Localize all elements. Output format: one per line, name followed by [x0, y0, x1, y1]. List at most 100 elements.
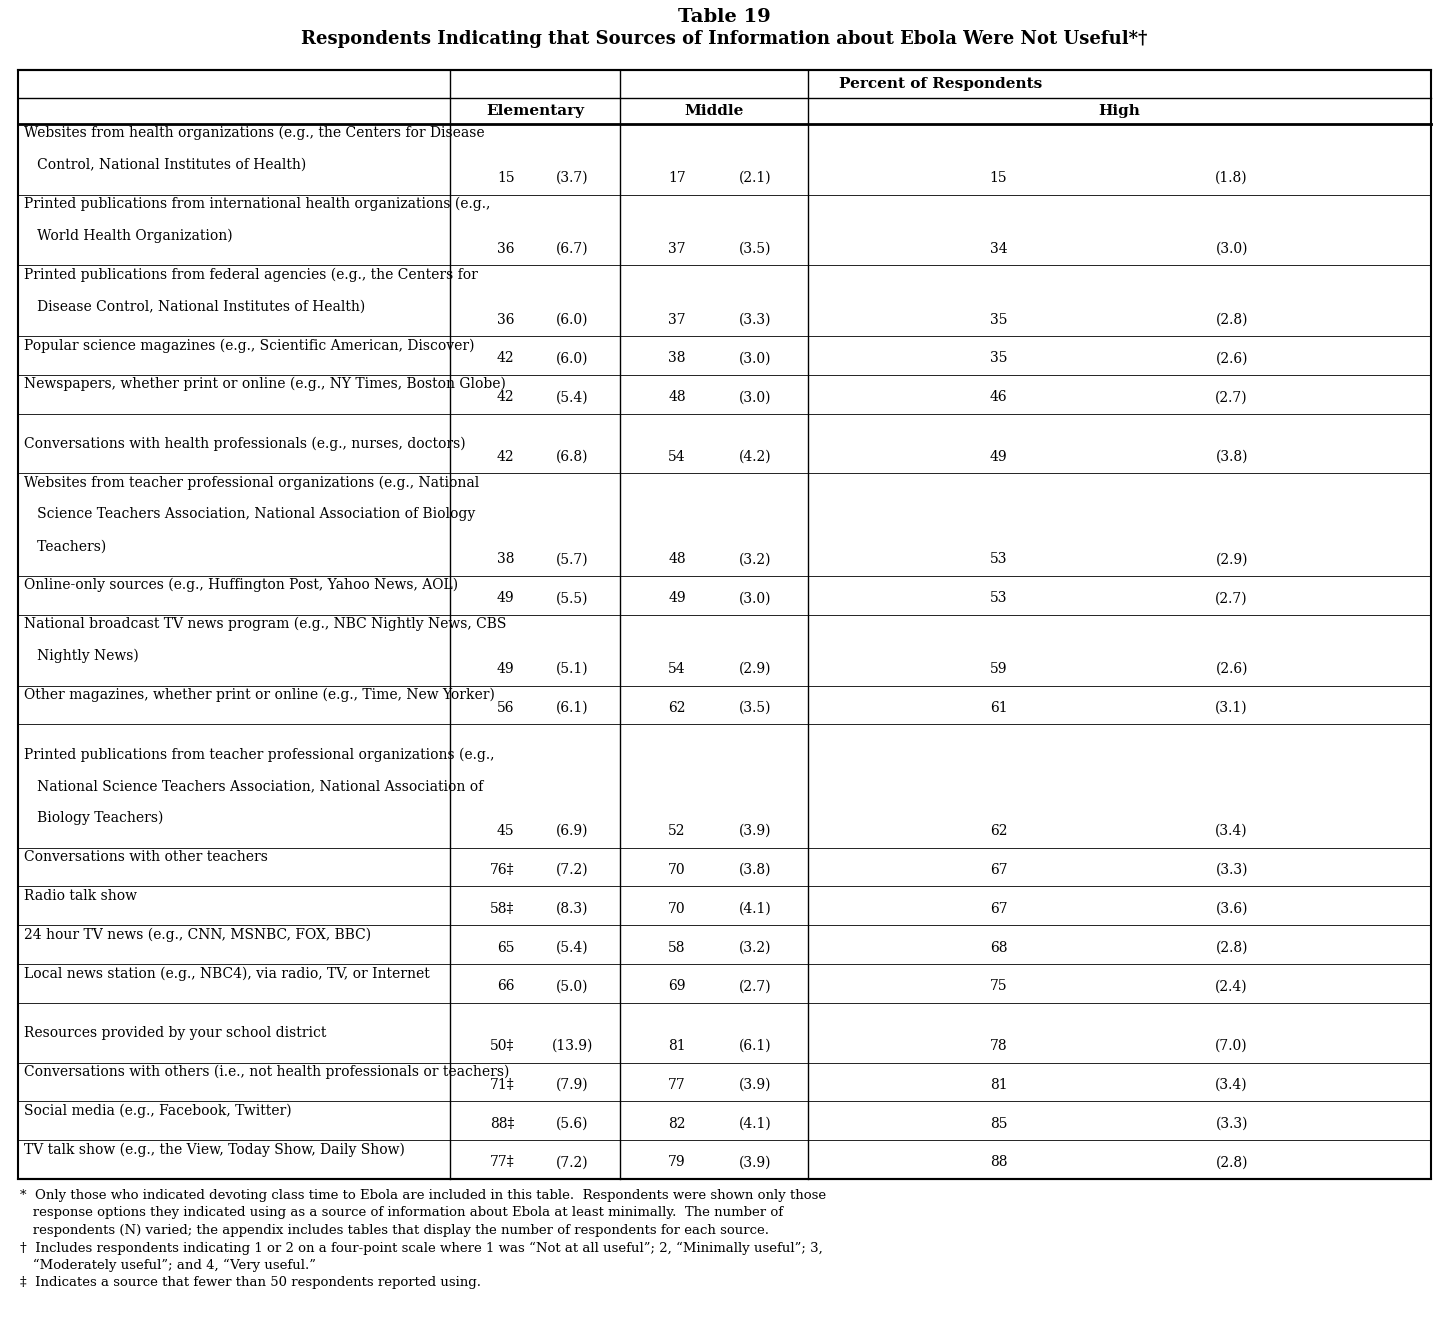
Text: (5.4): (5.4)	[556, 941, 588, 954]
Text: (3.0): (3.0)	[739, 352, 772, 365]
Text: (3.9): (3.9)	[739, 824, 772, 839]
Text: 65: 65	[497, 941, 514, 954]
Text: (2.8): (2.8)	[1216, 313, 1248, 326]
Text: 53: 53	[990, 552, 1007, 567]
Text: (5.7): (5.7)	[556, 552, 588, 567]
Text: (3.2): (3.2)	[739, 941, 772, 954]
Text: (5.0): (5.0)	[556, 979, 588, 994]
Text: 49: 49	[668, 592, 685, 605]
Text: 56: 56	[497, 701, 514, 715]
Text: (3.3): (3.3)	[1216, 863, 1248, 877]
Text: Resources provided by your school district: Resources provided by your school distri…	[25, 1026, 326, 1040]
Text: Respondents Indicating that Sources of Information about Ebola Were Not Useful*†: Respondents Indicating that Sources of I…	[301, 31, 1148, 48]
Text: (7.2): (7.2)	[556, 1156, 588, 1169]
Text: 35: 35	[990, 313, 1007, 326]
Text: Teachers): Teachers)	[25, 539, 106, 553]
Text: (3.6): (3.6)	[1216, 902, 1248, 916]
Text: Elementary: Elementary	[485, 104, 584, 118]
Text: (6.1): (6.1)	[739, 1039, 772, 1052]
Text: 61: 61	[990, 701, 1007, 715]
Text: (2.7): (2.7)	[1216, 390, 1248, 405]
Text: 66: 66	[497, 979, 514, 994]
Text: 53: 53	[990, 592, 1007, 605]
Text: 88‡: 88‡	[490, 1116, 514, 1131]
Text: Biology Teachers): Biology Teachers)	[25, 811, 164, 825]
Text: 77: 77	[668, 1078, 685, 1092]
Text: (2.8): (2.8)	[1216, 941, 1248, 954]
Text: Control, National Institutes of Health): Control, National Institutes of Health)	[25, 158, 306, 173]
Text: 49: 49	[497, 662, 514, 675]
Text: 36: 36	[497, 313, 514, 326]
Text: Other magazines, whether print or online (e.g., Time, New Yorker): Other magazines, whether print or online…	[25, 687, 496, 702]
Text: 75: 75	[990, 979, 1007, 994]
Text: Websites from health organizations (e.g., the Centers for Disease: Websites from health organizations (e.g.…	[25, 126, 484, 141]
Text: (3.8): (3.8)	[1216, 450, 1248, 463]
Text: *  Only those who indicated devoting class time to Ebola are included in this ta: * Only those who indicated devoting clas…	[20, 1189, 826, 1202]
Text: response options they indicated using as a source of information about Ebola at : response options they indicated using as…	[20, 1206, 782, 1220]
Text: (2.9): (2.9)	[1216, 552, 1248, 567]
Text: 58: 58	[668, 941, 685, 954]
Text: (5.4): (5.4)	[556, 390, 588, 405]
Text: 15: 15	[497, 171, 514, 186]
Text: (6.0): (6.0)	[556, 352, 588, 365]
Text: (2.8): (2.8)	[1216, 1156, 1248, 1169]
Text: (13.9): (13.9)	[552, 1039, 593, 1052]
Text: (3.4): (3.4)	[1216, 824, 1248, 839]
Text: “Moderately useful”; and 4, “Very useful.”: “Moderately useful”; and 4, “Very useful…	[20, 1259, 316, 1273]
Text: (2.6): (2.6)	[1216, 662, 1248, 675]
Text: (3.2): (3.2)	[739, 552, 772, 567]
Text: Radio talk show: Radio talk show	[25, 889, 138, 902]
Text: Social media (e.g., Facebook, Twitter): Social media (e.g., Facebook, Twitter)	[25, 1104, 291, 1117]
Text: (4.1): (4.1)	[739, 1116, 772, 1131]
Text: 24 hour TV news (e.g., CNN, MSNBC, FOX, BBC): 24 hour TV news (e.g., CNN, MSNBC, FOX, …	[25, 928, 371, 942]
Text: 79: 79	[668, 1156, 685, 1169]
Text: (3.9): (3.9)	[739, 1156, 772, 1169]
Text: 34: 34	[990, 242, 1007, 256]
Text: 42: 42	[497, 390, 514, 405]
Text: 67: 67	[990, 902, 1007, 916]
Text: 81: 81	[668, 1039, 685, 1052]
Text: 42: 42	[497, 352, 514, 365]
Text: Conversations with health professionals (e.g., nurses, doctors): Conversations with health professionals …	[25, 437, 465, 451]
Text: (3.1): (3.1)	[1216, 701, 1248, 715]
Text: 15: 15	[990, 171, 1007, 186]
Text: (2.9): (2.9)	[739, 662, 772, 675]
Text: 46: 46	[990, 390, 1007, 405]
Text: 36: 36	[497, 242, 514, 256]
Text: National Science Teachers Association, National Association of: National Science Teachers Association, N…	[25, 779, 484, 794]
Text: Percent of Respondents: Percent of Respondents	[839, 77, 1042, 92]
Text: (3.0): (3.0)	[739, 390, 772, 405]
Text: (1.8): (1.8)	[1216, 171, 1248, 186]
Text: High: High	[1098, 104, 1140, 118]
Text: (3.5): (3.5)	[739, 701, 772, 715]
Text: (6.8): (6.8)	[556, 450, 588, 463]
Text: 37: 37	[668, 313, 685, 326]
Text: (2.7): (2.7)	[739, 979, 772, 994]
Text: 49: 49	[497, 592, 514, 605]
Text: Online-only sources (e.g., Huffington Post, Yahoo News, AOL): Online-only sources (e.g., Huffington Po…	[25, 579, 458, 592]
Text: Printed publications from international health organizations (e.g.,: Printed publications from international …	[25, 196, 490, 211]
Text: National broadcast TV news program (e.g., NBC Nightly News, CBS: National broadcast TV news program (e.g.…	[25, 617, 506, 632]
Text: Printed publications from teacher professional organizations (e.g.,: Printed publications from teacher profes…	[25, 747, 494, 762]
Text: 76‡: 76‡	[490, 863, 514, 877]
Text: 78: 78	[990, 1039, 1007, 1052]
Text: 49: 49	[990, 450, 1007, 463]
Text: (2.1): (2.1)	[739, 171, 772, 186]
Text: Middle: Middle	[684, 104, 743, 118]
Text: 77‡: 77‡	[490, 1156, 514, 1169]
Text: 54: 54	[668, 662, 685, 675]
Text: 48: 48	[668, 552, 685, 567]
Text: 62: 62	[668, 701, 685, 715]
Text: (3.7): (3.7)	[556, 171, 588, 186]
Text: respondents (N) varied; the appendix includes tables that display the number of : respondents (N) varied; the appendix inc…	[20, 1223, 769, 1237]
Text: (8.3): (8.3)	[556, 902, 588, 916]
Text: 59: 59	[990, 662, 1007, 675]
Text: (4.1): (4.1)	[739, 902, 772, 916]
Text: (5.5): (5.5)	[556, 592, 588, 605]
Text: (5.1): (5.1)	[556, 662, 588, 675]
Text: Printed publications from federal agencies (e.g., the Centers for: Printed publications from federal agenci…	[25, 268, 478, 281]
Text: (3.5): (3.5)	[739, 242, 772, 256]
Text: (3.4): (3.4)	[1216, 1078, 1248, 1092]
Text: 67: 67	[990, 863, 1007, 877]
Text: †  Includes respondents indicating 1 or 2 on a four-point scale where 1 was “Not: † Includes respondents indicating 1 or 2…	[20, 1242, 823, 1254]
